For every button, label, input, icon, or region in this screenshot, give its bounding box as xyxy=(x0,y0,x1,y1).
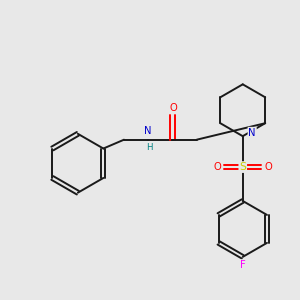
Text: F: F xyxy=(240,260,246,270)
Text: O: O xyxy=(213,162,221,172)
Text: S: S xyxy=(239,162,246,172)
Text: O: O xyxy=(265,162,272,172)
Text: N: N xyxy=(144,126,151,136)
Text: H: H xyxy=(146,143,153,152)
Text: O: O xyxy=(169,103,177,113)
Text: N: N xyxy=(248,128,256,138)
